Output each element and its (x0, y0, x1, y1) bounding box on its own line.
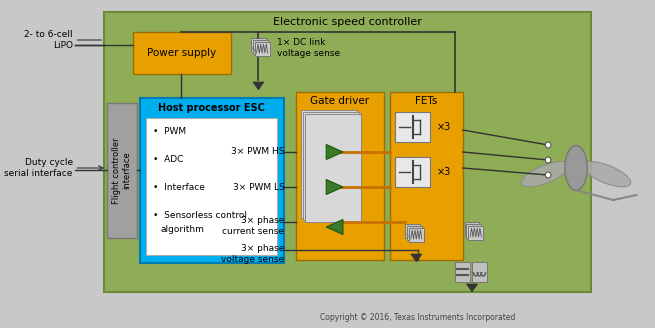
Ellipse shape (582, 161, 631, 187)
Bar (140, 98, 284, 263)
Bar (395, 112, 430, 142)
Circle shape (546, 172, 551, 178)
Text: 3× PWM HS: 3× PWM HS (231, 148, 284, 156)
Ellipse shape (521, 161, 570, 187)
Text: Electronic speed controller: Electronic speed controller (273, 17, 422, 27)
Bar (146, 118, 277, 255)
Bar (251, 38, 266, 52)
Text: Duty cycle
serial interface: Duty cycle serial interface (5, 158, 73, 178)
Bar (305, 114, 361, 222)
Bar (468, 226, 483, 240)
Bar (255, 42, 270, 56)
Bar (405, 224, 420, 238)
Circle shape (546, 157, 551, 163)
Bar (295, 92, 384, 260)
Bar (407, 226, 422, 240)
Text: Power supply: Power supply (147, 48, 216, 58)
Text: ×3: ×3 (437, 122, 451, 132)
Bar (253, 40, 268, 54)
Polygon shape (326, 219, 343, 235)
Text: FETs: FETs (415, 96, 438, 106)
Text: Host processor ESC: Host processor ESC (158, 103, 265, 113)
Bar (464, 222, 479, 236)
Text: 1× DC link
voltage sense: 1× DC link voltage sense (277, 38, 340, 58)
Text: ×3: ×3 (437, 167, 451, 177)
Bar (455, 262, 470, 282)
Text: algorithm: algorithm (161, 224, 205, 234)
Text: Gate driver: Gate driver (310, 96, 369, 106)
Text: •  PWM: • PWM (153, 128, 187, 136)
Bar (133, 32, 231, 74)
Text: Flight controller
interface: Flight controller interface (112, 137, 132, 204)
Polygon shape (411, 254, 422, 262)
Ellipse shape (565, 146, 587, 191)
Circle shape (546, 142, 551, 148)
Polygon shape (326, 145, 343, 159)
Bar (107, 103, 137, 238)
Text: •  Sensorless control: • Sensorless control (153, 212, 248, 220)
Text: 3× PWM LS: 3× PWM LS (233, 182, 284, 192)
Bar (409, 228, 424, 242)
Bar (104, 12, 591, 292)
Text: 3× phase
current sense: 3× phase current sense (223, 216, 284, 236)
Text: 2- to 6-cell
LiPO: 2- to 6-cell LiPO (24, 30, 73, 50)
Polygon shape (253, 82, 264, 90)
Bar (466, 224, 481, 238)
Text: •  ADC: • ADC (153, 155, 184, 165)
Text: •  Interface: • Interface (153, 183, 206, 193)
Bar (301, 110, 357, 218)
Text: 3× phase
voltage sense: 3× phase voltage sense (221, 244, 284, 264)
Bar (395, 157, 430, 187)
Bar (303, 112, 359, 220)
Polygon shape (326, 179, 343, 195)
Text: Copyright © 2016, Texas Instruments Incorporated: Copyright © 2016, Texas Instruments Inco… (320, 314, 516, 322)
Polygon shape (466, 284, 477, 292)
Bar (472, 262, 487, 282)
Bar (390, 92, 462, 260)
